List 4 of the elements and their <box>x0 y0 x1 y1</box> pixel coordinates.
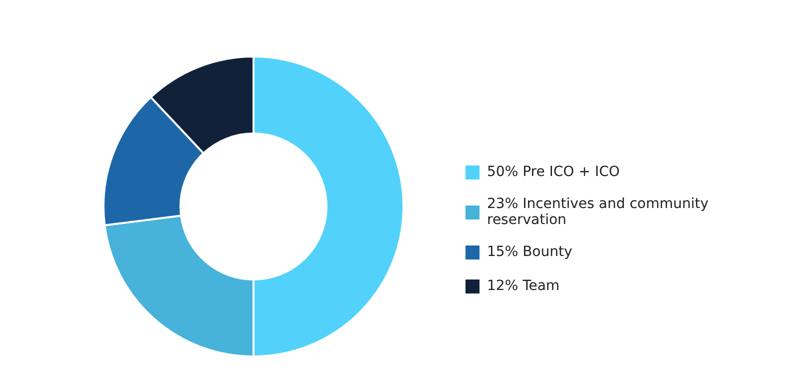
legend-label: 23% Incentives and community reservation <box>487 196 709 228</box>
legend-label: 12% Team <box>487 278 560 294</box>
legend-label: 15% Bounty <box>487 244 572 260</box>
legend-label: 50% Pre ICO + ICO <box>487 164 620 180</box>
